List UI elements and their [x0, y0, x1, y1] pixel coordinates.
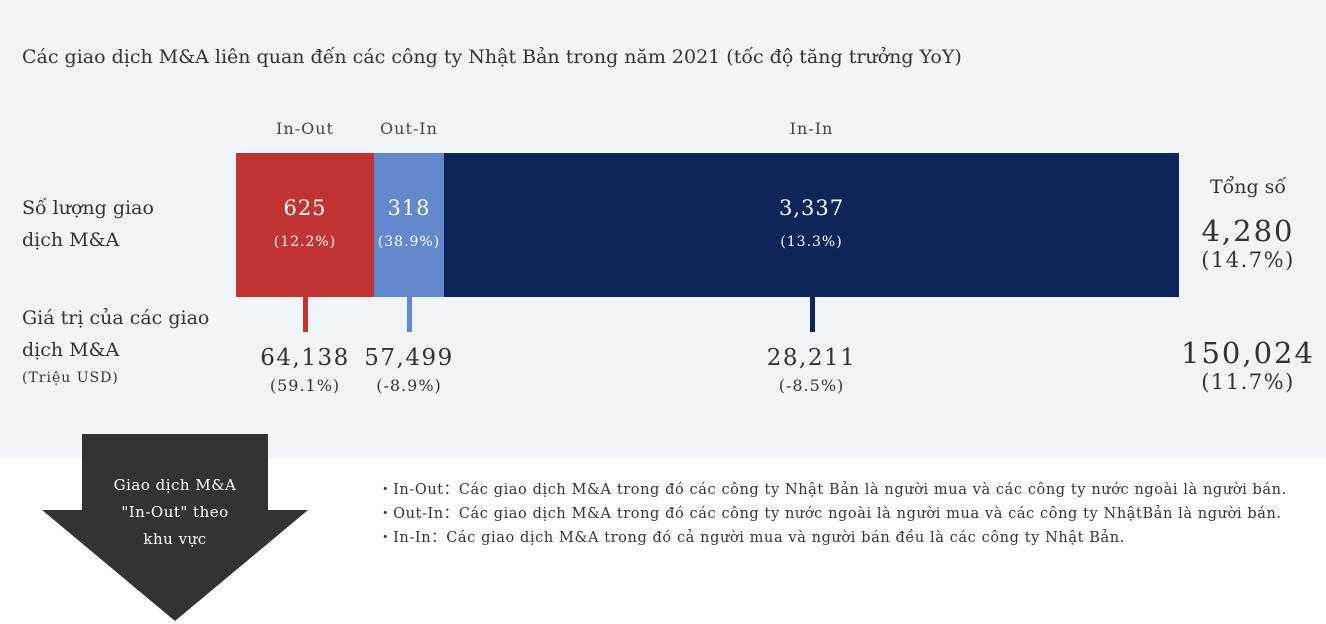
value-unit-label: (Triệu USD): [22, 370, 119, 386]
arrow-caption-line1: Giao dịch M&A: [113, 476, 237, 494]
count-value-in-out: 625: [283, 196, 327, 220]
arrow-caption-line3: khu vực: [143, 530, 207, 548]
value-amount-in-out: 64,138: [260, 345, 350, 371]
count-growth-in-in: (13.3%): [780, 234, 843, 250]
note-in-in: ・In-In：Các giao dịch M&A trong đó cả ngư…: [378, 530, 1125, 546]
bar-segment-in-out: [236, 153, 374, 297]
bar-segment-out-in: [374, 153, 444, 297]
count-row-label-line1: Số lượng giao: [22, 197, 154, 219]
count-value-in-in: 3,337: [778, 196, 845, 220]
tick-in-out: [303, 297, 308, 332]
count-value-out-in: 318: [387, 196, 431, 220]
down-arrow-icon: [42, 434, 308, 621]
segment-label-in-out: In-Out: [276, 119, 334, 138]
chart-title: Các giao dịch M&A liên quan đến các công…: [22, 46, 962, 68]
segment-label-out-in: Out-In: [380, 119, 438, 138]
total-value: 150,024: [1181, 336, 1315, 370]
count-row-label-line2: dịch M&A: [22, 229, 120, 251]
count-row-label: Số lượng giao dịch M&A: [22, 192, 154, 256]
arrow-caption-line2: "In-Out" theo: [121, 503, 229, 521]
note-in-out: ・In-Out：Các giao dịch M&A trong đó các c…: [378, 482, 1287, 498]
total-count: 4,280: [1201, 214, 1295, 248]
tick-out-in: [407, 297, 412, 332]
value-growth-in-out: (59.1%): [269, 376, 341, 395]
count-growth-out-in: (38.9%): [377, 234, 441, 250]
arrow-caption: Giao dịch M&A "In-Out" theo khu vực: [82, 472, 268, 553]
value-growth-out-in: (-8.9%): [376, 376, 442, 395]
value-growth-in-in: (-8.5%): [778, 376, 845, 395]
segment-label-in-in: In-In: [789, 119, 834, 138]
total-count-growth: (14.7%): [1201, 248, 1295, 272]
value-row-label: Giá trị của các giao dịch M&A: [22, 302, 209, 366]
bar-segment-in-in: [444, 153, 1179, 297]
total-value-growth: (11.7%): [1201, 370, 1295, 394]
value-amount-in-in: 28,211: [766, 345, 857, 371]
value-amount-out-in: 57,499: [364, 345, 454, 371]
tick-in-in: [810, 297, 815, 332]
note-out-in: ・Out-In：Các giao dịch M&A trong đó các c…: [378, 506, 1282, 522]
value-row-label-line2: dịch M&A: [22, 339, 120, 361]
value-row-label-line1: Giá trị của các giao: [22, 307, 210, 329]
definition-notes: ・In-Out：Các giao dịch M&A trong đó các c…: [378, 478, 1287, 550]
total-title: Tổng số: [1209, 176, 1287, 198]
count-growth-in-out: (12.2%): [273, 234, 337, 250]
